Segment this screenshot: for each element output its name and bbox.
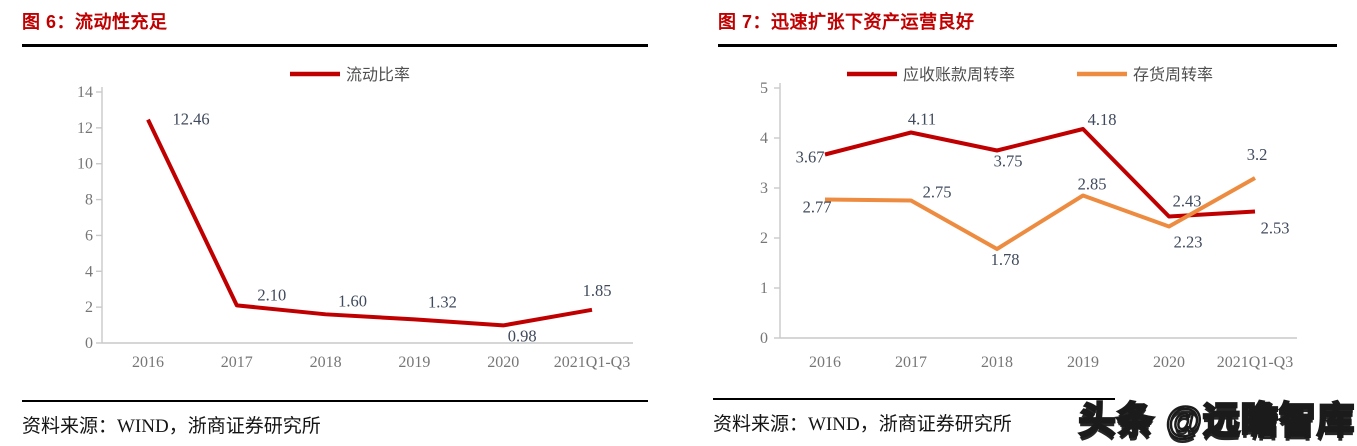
data-label: 1.32: [428, 292, 457, 311]
watermark-toutiao-yuanzhan: 头条 @远瞻智库: [1077, 399, 1355, 443]
data-label: 3.67: [796, 148, 825, 167]
legend-label-1: 存货周转率: [1133, 66, 1213, 84]
y-tick-label: 14: [77, 84, 93, 101]
x-tick-label: 2017: [221, 354, 253, 371]
y-tick-label: 0: [85, 335, 93, 352]
x-tick-label: 2019: [398, 354, 430, 371]
x-tick-label: 2018: [981, 354, 1013, 371]
legend-label-0: 流动比率: [346, 66, 410, 84]
x-tick-label: 2018: [310, 354, 342, 371]
data-label: 3.2: [1247, 145, 1268, 164]
x-tick-label: 2021Q1-Q3: [1217, 354, 1293, 371]
data-label: 2.53: [1261, 219, 1290, 238]
data-label: 1.78: [991, 250, 1020, 269]
y-tick-label: 12: [77, 120, 93, 137]
data-label: 12.46: [172, 110, 209, 129]
figure6-title: 图 6：流动性充足: [22, 12, 168, 32]
figure7-title-rule: [718, 44, 1337, 47]
y-tick-label: 8: [85, 192, 93, 209]
series-line-0: [824, 127, 1256, 219]
y-tick-label: 10: [77, 156, 93, 173]
y-tick-label: 6: [85, 227, 93, 244]
data-label: 2.77: [803, 198, 832, 217]
data-label: 2.85: [1078, 175, 1107, 194]
x-tick-label: 2021Q1-Q3: [554, 354, 630, 371]
data-label: 2.10: [257, 285, 286, 304]
x-tick-label: 2016: [809, 354, 841, 371]
figure7-title: 图 7：迅速扩张下资产运营良好: [718, 12, 975, 32]
data-label: 2.23: [1174, 233, 1203, 252]
x-tick-label: 2017: [895, 354, 927, 371]
data-label: 2.43: [1173, 192, 1202, 211]
legend-label-0: 应收账款周转率: [903, 65, 1015, 84]
figure6-title-rule: [22, 44, 648, 47]
data-label: 3.75: [994, 152, 1023, 171]
y-tick-label: 1: [760, 280, 768, 297]
x-tick-label: 2020: [487, 354, 519, 371]
chart-fig7: 0 1 2 3 4 5 2016 2017 2018 2019 2020 2021Q1-Q3 3.67 4…: [760, 65, 1297, 371]
series-line-0: [146, 118, 593, 328]
data-label: 4.11: [908, 110, 936, 129]
data-label: 4.18: [1088, 110, 1117, 129]
data-label: 1.60: [338, 291, 367, 310]
chart-fig6: 0 2 4 6 8 10 12 14 2016 2017 2018 2019 2020 2021Q1-Q3…: [77, 66, 633, 371]
y-tick-label: 2: [85, 299, 93, 316]
x-tick-label: 2019: [1067, 354, 1099, 371]
y-tick-label: 3: [760, 180, 768, 197]
y-tick-label: 0: [760, 330, 768, 347]
data-label: 1.85: [583, 281, 612, 300]
data-label: 2.75: [923, 183, 952, 202]
data-label: 0.98: [508, 326, 537, 345]
y-tick-label: 2: [760, 230, 768, 247]
x-tick-label: 2020: [1153, 354, 1185, 371]
y-tick-label: 4: [760, 130, 768, 147]
figure6-source: 资料来源：WIND，浙商证券研究所: [22, 400, 648, 438]
series-line-1: [824, 176, 1256, 251]
y-tick-label: 5: [760, 80, 768, 97]
figure7-source: 资料来源：WIND，浙商证券研究所: [713, 398, 1115, 436]
y-tick-label: 4: [85, 263, 93, 280]
x-tick-label: 2016: [132, 354, 164, 371]
